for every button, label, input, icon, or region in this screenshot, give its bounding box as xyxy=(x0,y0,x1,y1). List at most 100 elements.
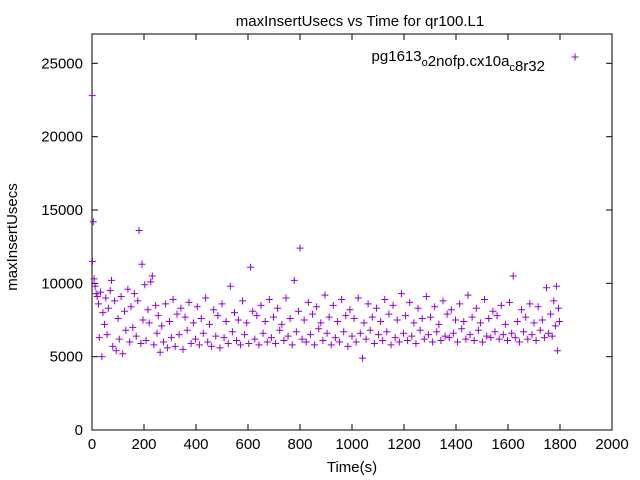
data-point xyxy=(389,301,397,309)
data-point xyxy=(111,297,119,305)
data-point xyxy=(247,263,255,271)
data-point xyxy=(154,312,162,320)
data-point xyxy=(385,310,393,318)
data-point xyxy=(397,290,405,298)
data-point xyxy=(282,294,290,302)
data-point xyxy=(304,298,312,306)
data-point xyxy=(348,332,356,340)
y-tick-label: 15000 xyxy=(41,202,83,219)
data-point xyxy=(204,338,212,346)
data-point xyxy=(462,335,470,343)
data-point xyxy=(311,341,319,349)
data-point xyxy=(493,312,501,320)
y-tick-label: 25000 xyxy=(41,55,83,72)
data-point xyxy=(145,319,153,327)
data-point xyxy=(288,341,296,349)
data-point xyxy=(553,347,561,355)
x-tick-label: 2000 xyxy=(595,436,628,453)
data-point xyxy=(216,344,224,352)
data-point xyxy=(370,339,378,347)
data-point xyxy=(119,350,127,358)
y-tick-label: 10000 xyxy=(41,275,83,292)
data-point xyxy=(92,290,100,298)
data-point xyxy=(153,329,161,337)
data-point xyxy=(251,335,259,343)
data-point xyxy=(468,313,476,321)
data-point xyxy=(298,335,306,343)
data-point xyxy=(97,288,105,296)
x-tick-label: 1800 xyxy=(543,436,576,453)
data-point xyxy=(137,339,145,347)
data-point xyxy=(323,329,331,337)
data-point xyxy=(228,328,236,336)
data-point xyxy=(300,316,308,324)
x-tick-label: 1000 xyxy=(335,436,368,453)
y-axis: 0 5000 10000 15000 20000 25000 xyxy=(41,55,612,439)
data-point xyxy=(208,342,216,350)
x-tick-label: 200 xyxy=(131,436,156,453)
data-point xyxy=(214,312,222,320)
data-point xyxy=(406,298,414,306)
data-point xyxy=(474,326,482,334)
data-point xyxy=(173,310,181,318)
data-point xyxy=(439,297,447,305)
data-point xyxy=(134,297,142,305)
data-point xyxy=(547,310,555,318)
data-point xyxy=(458,325,466,333)
legend-label: pg1613o2nofp.cx10ac8r32 xyxy=(372,48,545,75)
data-point xyxy=(169,295,177,303)
data-point xyxy=(102,294,110,302)
data-point xyxy=(89,218,97,226)
data-point xyxy=(342,312,350,320)
data-point xyxy=(183,326,191,334)
data-point xyxy=(352,338,360,346)
data-series xyxy=(88,92,563,362)
data-point xyxy=(220,334,228,342)
data-point xyxy=(129,323,137,331)
x-tick-label: 800 xyxy=(287,436,312,453)
data-point xyxy=(329,301,337,309)
data-point xyxy=(199,329,207,337)
y-tick-label: 20000 xyxy=(41,129,83,146)
data-point xyxy=(191,335,199,343)
plot-border xyxy=(91,33,613,431)
data-point xyxy=(479,338,487,346)
y-axis-label: maxInsertUsecs xyxy=(4,183,21,291)
data-point xyxy=(435,320,443,328)
data-point xyxy=(160,338,167,346)
data-point xyxy=(109,342,117,350)
data-point xyxy=(245,339,253,347)
data-point xyxy=(141,281,149,289)
data-point xyxy=(177,304,185,312)
data-point xyxy=(511,334,519,342)
data-point xyxy=(495,335,503,343)
data-point xyxy=(121,307,128,315)
data-point xyxy=(454,338,462,346)
data-point xyxy=(152,301,160,309)
data-point xyxy=(491,328,499,336)
data-point xyxy=(296,244,304,252)
data-point xyxy=(126,338,134,346)
data-point xyxy=(476,319,484,327)
data-point xyxy=(286,315,294,323)
data-point xyxy=(362,335,370,343)
data-point xyxy=(470,337,478,345)
data-point xyxy=(358,354,366,362)
data-point xyxy=(381,295,389,303)
data-point xyxy=(431,303,439,311)
data-point xyxy=(226,282,234,290)
data-point xyxy=(147,278,155,286)
data-point xyxy=(294,307,302,315)
legend: pg1613o2nofp.cx10ac8r32 xyxy=(372,48,579,75)
data-point xyxy=(336,338,344,346)
x-tick-label: 1200 xyxy=(387,436,420,453)
data-point xyxy=(108,276,115,284)
data-point xyxy=(132,332,140,340)
data-point xyxy=(412,339,420,347)
data-point xyxy=(255,341,263,349)
data-point xyxy=(542,284,550,292)
data-point xyxy=(424,331,432,339)
data-point xyxy=(506,298,514,306)
data-point xyxy=(383,328,391,336)
